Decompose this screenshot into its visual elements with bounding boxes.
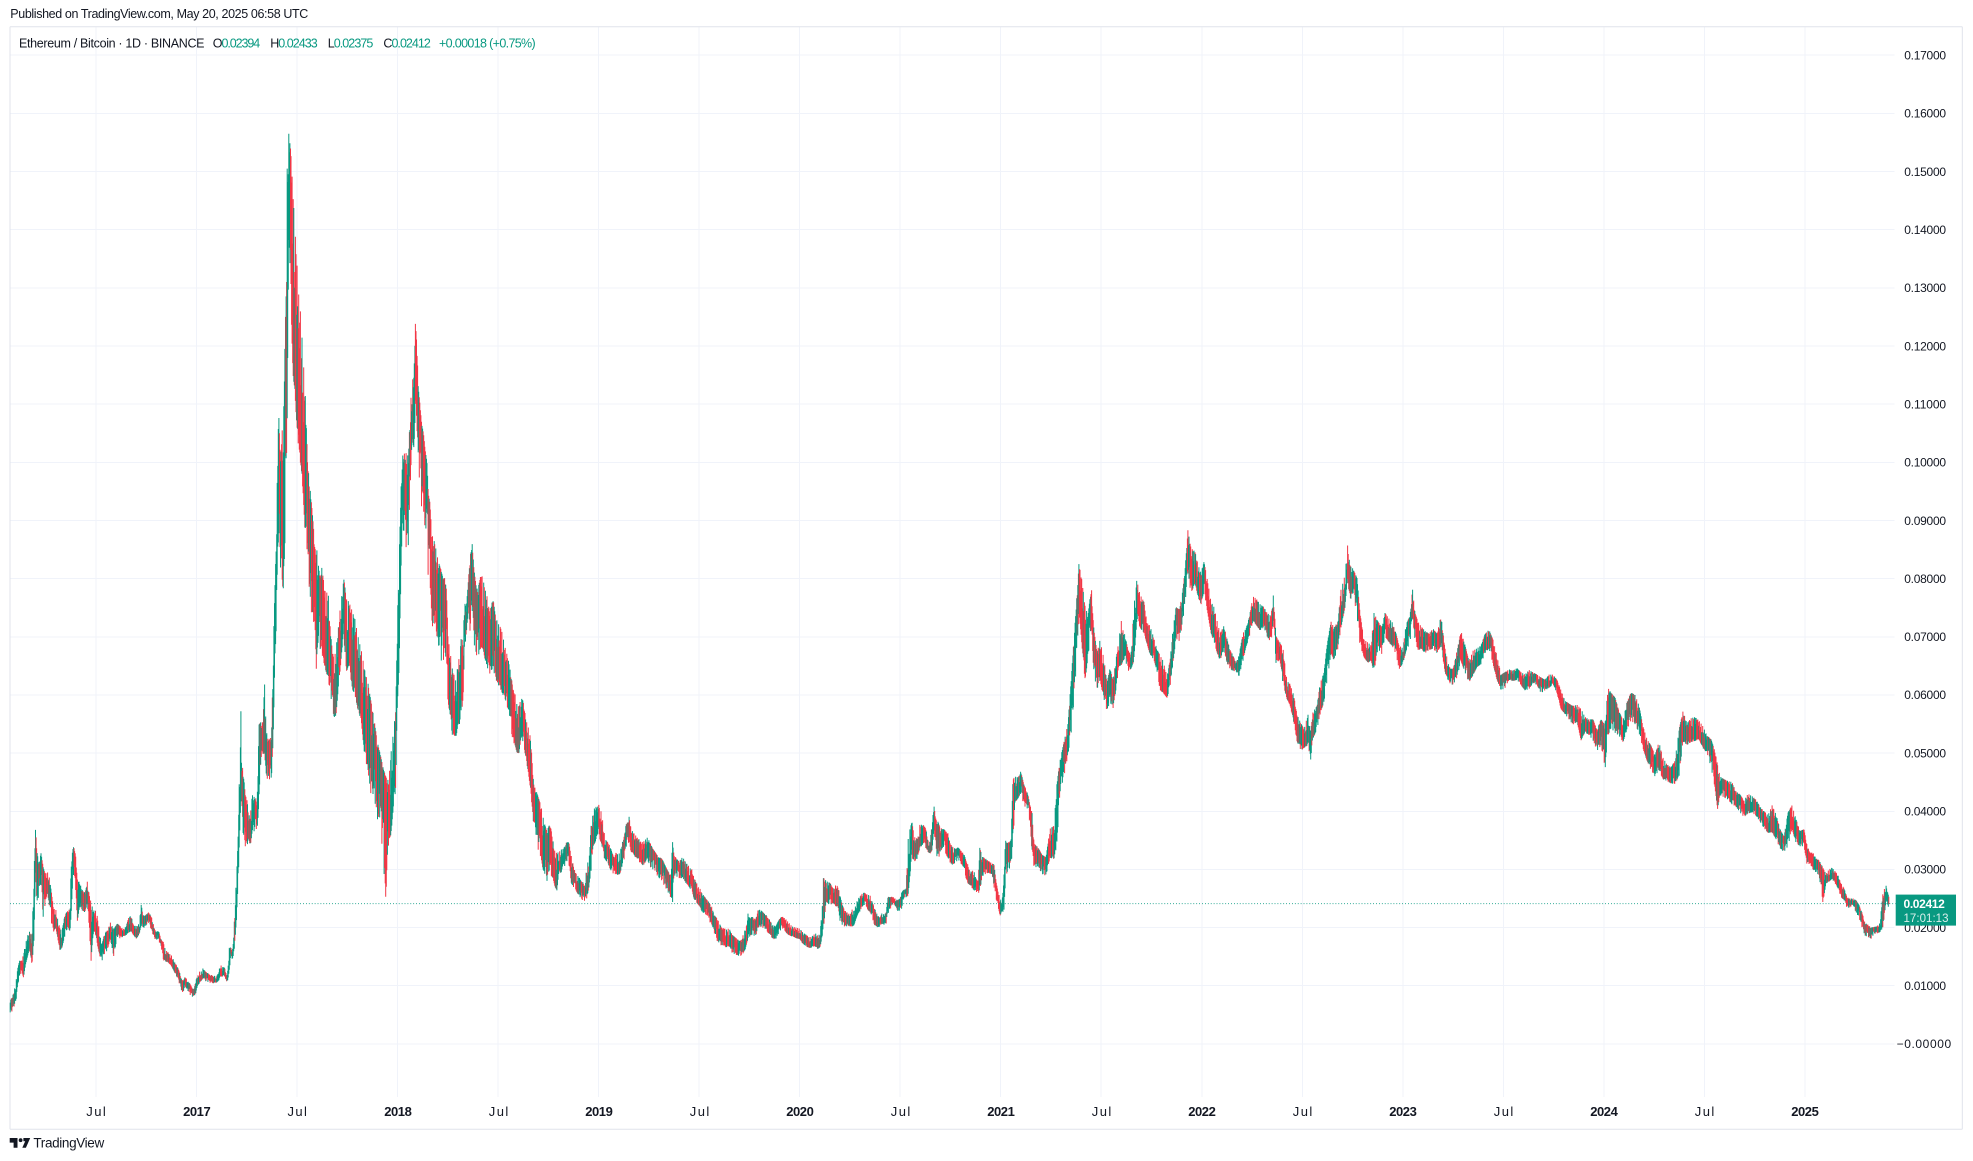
svg-text:0.01000: 0.01000 (1904, 979, 1946, 993)
svg-text:0.10000: 0.10000 (1904, 456, 1946, 470)
svg-text:0.07000: 0.07000 (1904, 630, 1946, 644)
svg-text:2018: 2018 (384, 1104, 412, 1119)
svg-text:0.03000: 0.03000 (1904, 863, 1946, 877)
svg-text:L0.02375: L0.02375 (328, 37, 374, 51)
svg-text:2021: 2021 (987, 1104, 1015, 1119)
svg-text:0.02412: 0.02412 (1904, 897, 1946, 911)
svg-text:0.17000: 0.17000 (1904, 49, 1946, 63)
svg-text:Jul: Jul (1695, 1104, 1715, 1119)
svg-text:0.15000: 0.15000 (1904, 165, 1946, 179)
svg-text:0.16000: 0.16000 (1904, 107, 1946, 121)
svg-text:2019: 2019 (585, 1104, 613, 1119)
svg-text:Jul: Jul (1092, 1104, 1112, 1119)
svg-text:C0.02412: C0.02412 (383, 37, 430, 51)
svg-text:Jul: Jul (891, 1104, 911, 1119)
svg-text:2024: 2024 (1590, 1104, 1618, 1119)
svg-text:0.08000: 0.08000 (1904, 572, 1946, 586)
svg-text:0.13000: 0.13000 (1904, 281, 1946, 295)
svg-text:TradingView: TradingView (33, 1136, 104, 1151)
svg-text:Jul: Jul (86, 1104, 106, 1119)
svg-text:Jul: Jul (1494, 1104, 1514, 1119)
svg-text:0.06000: 0.06000 (1904, 688, 1946, 702)
svg-text:17:01:13: 17:01:13 (1904, 913, 1949, 925)
svg-text:2025: 2025 (1791, 1104, 1819, 1119)
svg-text:Jul: Jul (690, 1104, 710, 1119)
svg-text:2023: 2023 (1389, 1104, 1417, 1119)
svg-text:Published on TradingView.com,: Published on TradingView.com, May 20, 20… (10, 7, 308, 21)
svg-text:0.11000: 0.11000 (1904, 397, 1946, 411)
svg-text:0.12000: 0.12000 (1904, 339, 1946, 353)
svg-text:0.05000: 0.05000 (1904, 746, 1946, 760)
svg-text:Jul: Jul (489, 1104, 509, 1119)
svg-text:2017: 2017 (183, 1104, 211, 1119)
svg-text:Jul: Jul (1293, 1104, 1313, 1119)
svg-text:−0.00000: −0.00000 (1897, 1037, 1952, 1051)
svg-text:H0.02433: H0.02433 (270, 37, 318, 51)
svg-text:O0.02394: O0.02394 (213, 37, 260, 51)
svg-text:Jul: Jul (287, 1104, 307, 1119)
svg-text:2020: 2020 (786, 1104, 814, 1119)
svg-text:0.14000: 0.14000 (1904, 223, 1946, 237)
svg-text:Ethereum / Bitcoin · 1D · BINA: Ethereum / Bitcoin · 1D · BINANCE (19, 37, 205, 51)
svg-text:2022: 2022 (1188, 1104, 1216, 1119)
svg-text:0.04000: 0.04000 (1904, 805, 1946, 819)
svg-text:0.09000: 0.09000 (1904, 514, 1946, 528)
svg-text:+0.00018 (+0.75%): +0.00018 (+0.75%) (439, 37, 536, 51)
